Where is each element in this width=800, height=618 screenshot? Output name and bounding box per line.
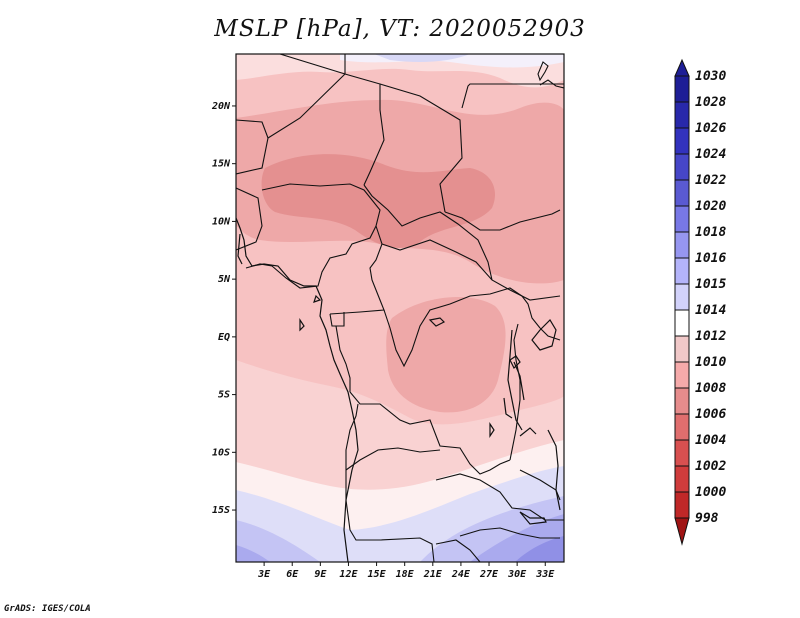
colorbar-label: 1002 (695, 459, 726, 474)
colorbar-swatch (674, 75, 690, 103)
colorbar-label: 1012 (695, 329, 726, 344)
lon-label: 3E (257, 569, 271, 580)
colorbar-label: 1015 (695, 277, 726, 292)
colorbar-swatch (674, 205, 690, 233)
lon-label: 24E (451, 569, 471, 580)
lat-label: 15S (212, 505, 230, 516)
contour-1008-congo (386, 296, 506, 413)
lon-label: 30E (507, 569, 527, 580)
lat-label: EQ (218, 332, 230, 343)
colorbar-label: 1030 (695, 69, 726, 84)
lon-label: 15E (368, 569, 387, 580)
colorbar-label: 1020 (695, 199, 726, 214)
colorbar-label: 1018 (695, 225, 726, 240)
lat-label: 20N (211, 101, 231, 112)
colorbar-swatch (674, 309, 690, 337)
colorbar-label: 1004 (695, 433, 726, 448)
colorbar-label: 1008 (695, 381, 726, 396)
colorbar-swatch (674, 413, 690, 441)
colorbar-swatch (674, 153, 690, 181)
colorbar-swatch (674, 283, 690, 311)
colorbar-swatch (674, 465, 690, 493)
lon-label: 18E (396, 569, 415, 580)
map-frame (235, 53, 565, 563)
colorbar-label: 1024 (695, 147, 726, 162)
colorbar-label: 1022 (695, 173, 726, 188)
contour-1016 (236, 520, 320, 562)
colorbar-min-arrow (674, 517, 690, 546)
colorbar-label: 1026 (695, 121, 726, 136)
colorbar-swatch (674, 257, 690, 285)
lat-label: 10S (212, 447, 230, 458)
lat-label: 15N (212, 159, 231, 170)
colorbar-max-arrow (674, 58, 690, 77)
lon-label: 12E (339, 569, 358, 580)
colorbar-swatch (674, 335, 690, 363)
lat-label: 10N (212, 216, 231, 227)
latitude-axis: 20N 15N 10N 5N EQ 5S 10S 15S (211, 101, 236, 516)
coastline (236, 217, 561, 562)
colorbar-label: 1006 (695, 407, 726, 422)
colorbar-label: 1000 (695, 485, 726, 500)
colorbar-swatch (674, 387, 690, 415)
colorbar-swatch (674, 439, 690, 467)
colorbar-label: 1010 (695, 355, 726, 370)
longitude-axis: 3E 6E 9E 12E 15E 18E 21E 24E 27E 30E 33E (257, 562, 555, 580)
lon-label: 9E (314, 569, 327, 580)
pressure-field (236, 54, 564, 562)
lon-label: 21E (423, 569, 443, 580)
colorbar-label: 1014 (695, 303, 726, 318)
contour-1018 (236, 545, 270, 562)
lon-label: 33E (535, 569, 555, 580)
lon-label: 6E (286, 569, 299, 580)
colorbar-swatch (674, 231, 690, 259)
chart-title: MSLP [hPa], VT: 2020052903 (214, 16, 586, 42)
colorbar-label: 998 (695, 511, 719, 526)
colorbar-label: 1028 (695, 95, 726, 110)
colorbar: 1030 1028 1026 1024 1022 1020 1018 1016 1015 1014… (674, 58, 726, 546)
lon-label: 27E (479, 569, 499, 580)
lat-label: 5N (218, 274, 231, 285)
grads-credit: GrADS: IGES/COLA (4, 604, 91, 614)
colorbar-label: 1016 (695, 251, 726, 266)
colorbar-swatch (674, 491, 690, 519)
colorbar-swatch (674, 127, 690, 155)
colorbar-swatch (674, 179, 690, 207)
colorbar-swatch (674, 361, 690, 389)
colorbar-swatch (674, 101, 690, 129)
lat-label: 5S (218, 390, 230, 401)
